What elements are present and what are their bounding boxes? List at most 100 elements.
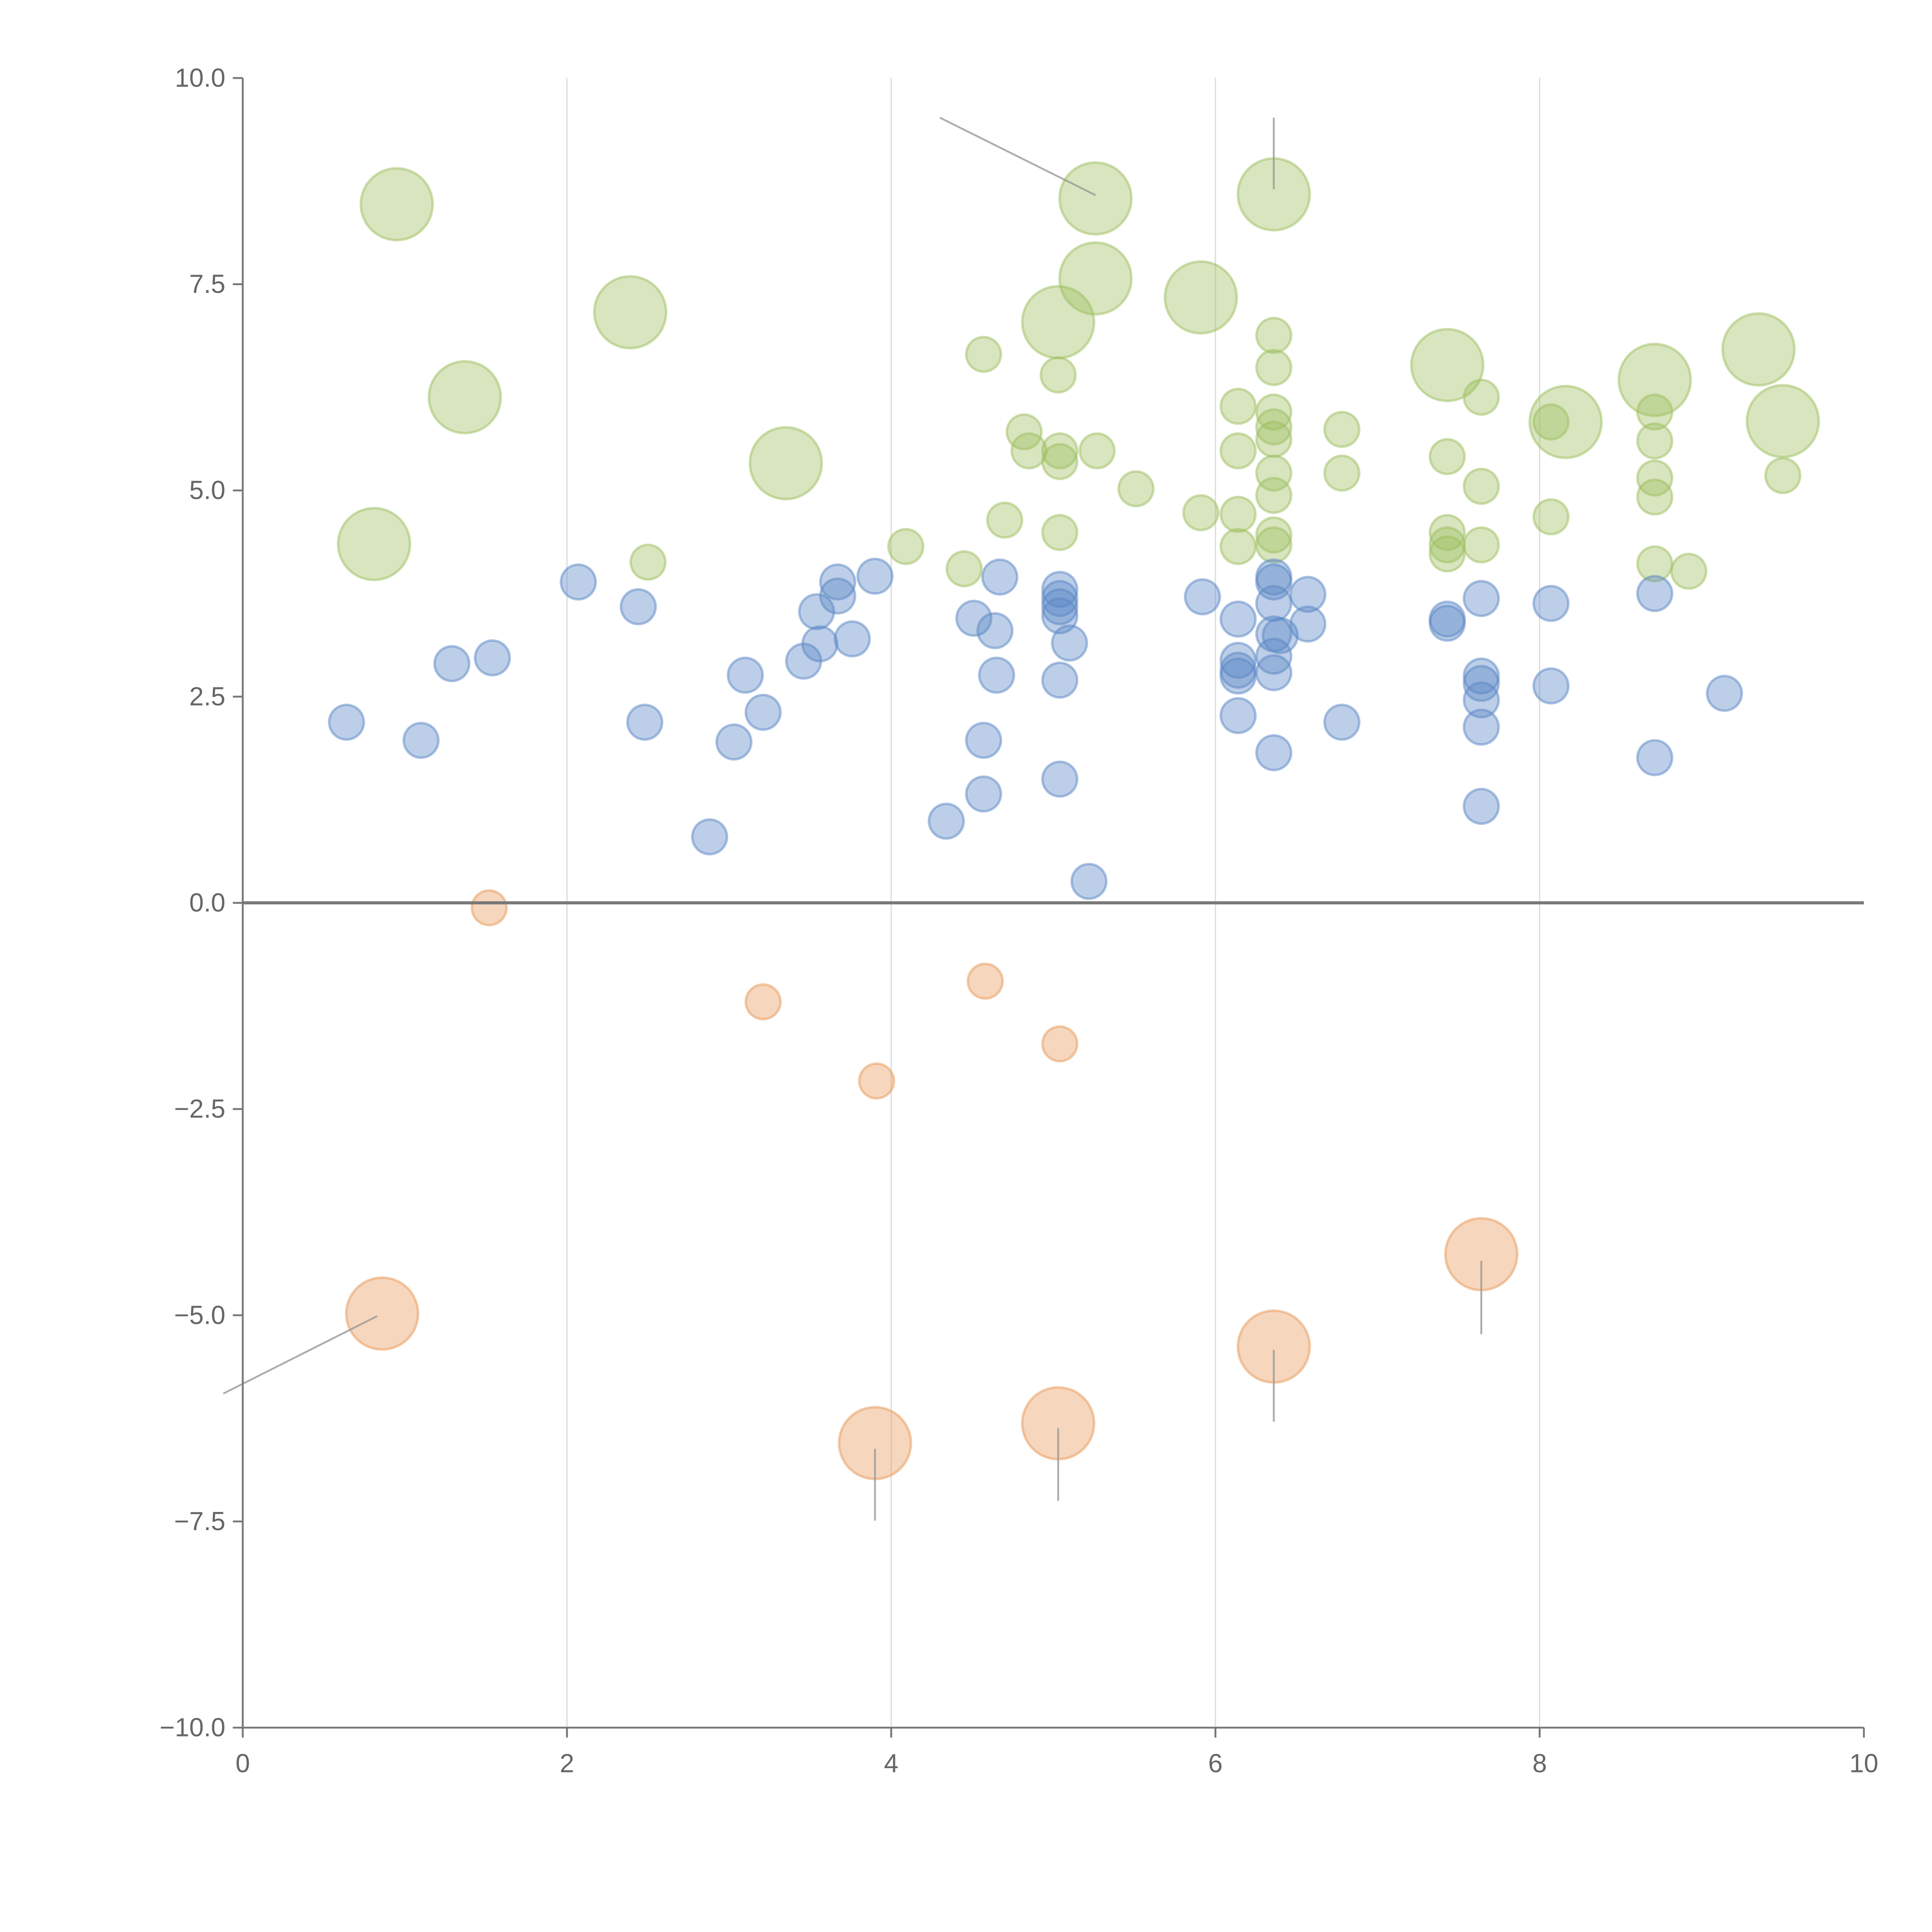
blue-point [1532, 585, 1570, 622]
green-point [1636, 422, 1673, 460]
green-point [1636, 478, 1673, 516]
blue-point [976, 612, 1014, 650]
green-point [1323, 454, 1361, 492]
blue-point [1463, 681, 1500, 719]
green-point [1182, 494, 1219, 531]
green-point [748, 426, 823, 500]
blue-point [1463, 580, 1500, 617]
blue-point [715, 723, 753, 761]
blue-point [1323, 703, 1361, 741]
green-point [1078, 432, 1116, 469]
leader-line [939, 117, 1096, 196]
blue-point [1219, 657, 1257, 695]
x-tick-label: 8 [1532, 1749, 1547, 1778]
green-point [1058, 161, 1133, 236]
blue-point [1219, 600, 1257, 638]
blue-point [978, 656, 1015, 694]
green-point [1636, 459, 1673, 497]
green-point [593, 275, 668, 350]
green-point [629, 543, 667, 581]
orange-point [1041, 1025, 1078, 1063]
x-tick-label: 2 [560, 1749, 574, 1778]
blue-point [856, 558, 894, 595]
green-point [1010, 432, 1048, 469]
green-point [1463, 378, 1500, 416]
green-point [1255, 476, 1293, 514]
green-point [1255, 420, 1293, 458]
y-tick-label: 7.5 [189, 270, 226, 299]
green-point [1410, 328, 1485, 402]
green-point [986, 502, 1024, 539]
green-point [1255, 316, 1293, 354]
blue-point [402, 721, 440, 759]
green-point [946, 550, 983, 588]
green-point [1532, 498, 1570, 536]
orange-point [470, 889, 508, 927]
blue-point [1184, 578, 1221, 616]
green-point [1255, 454, 1293, 492]
green-point [1219, 528, 1257, 565]
green-point [1532, 403, 1570, 441]
y-tick-label: −2.5 [174, 1095, 225, 1124]
blue-point [819, 563, 857, 601]
green-point [1219, 496, 1257, 533]
x-tick-label: 10 [1849, 1749, 1878, 1778]
x-tick-label: 4 [884, 1749, 898, 1778]
green-point [965, 335, 1002, 373]
green-point [1021, 285, 1095, 359]
green-point [1764, 457, 1802, 494]
green-point [1721, 312, 1796, 387]
blue-point [1706, 675, 1743, 712]
blue-point [1255, 563, 1293, 601]
blue-point [691, 818, 728, 855]
blue-point [1636, 739, 1673, 776]
green-point [1463, 526, 1500, 564]
y-tick-label: −5.0 [174, 1301, 225, 1330]
blue-point [1051, 624, 1088, 662]
green-point [1041, 514, 1078, 551]
blue-point [798, 593, 835, 631]
y-tick-label: 5.0 [189, 476, 226, 505]
green-point [1255, 393, 1293, 431]
blue-point [819, 577, 857, 615]
blue-point [1255, 654, 1293, 692]
blue-point [1532, 667, 1570, 705]
green-point [1636, 393, 1673, 431]
orange-point [966, 963, 1004, 1000]
blue-point [619, 588, 657, 626]
y-tick-label: −10.0 [160, 1713, 225, 1742]
green-point [1617, 343, 1692, 417]
blue-point [981, 558, 1019, 596]
green-point [359, 167, 434, 242]
axes: 0 2 4 6 8 10 10.0 7.5 5.0 2.5 0.0 −2.5 −5.0 −7.5 −10.0 [160, 63, 1878, 1778]
blue-point [626, 703, 663, 741]
green-point [427, 360, 502, 435]
green-point [1219, 388, 1257, 425]
y-tick-label: 0.0 [189, 888, 226, 917]
green-point [887, 528, 925, 565]
green-point [337, 507, 412, 582]
green-point [1429, 514, 1466, 551]
green-point [1429, 438, 1466, 475]
orange-point [858, 1062, 895, 1100]
blue-point [1289, 576, 1327, 613]
blue-point [1636, 575, 1673, 612]
green-point [1041, 443, 1078, 480]
blue-point [927, 803, 965, 840]
blue-point [1041, 597, 1078, 634]
x-tick-label: 0 [235, 1749, 250, 1778]
leader-lines [223, 117, 1482, 1521]
green-point [1255, 349, 1293, 386]
green-point [1255, 526, 1293, 564]
leader-line [223, 1315, 378, 1395]
green-point [1255, 516, 1293, 554]
blue-point [560, 563, 597, 601]
blue-point [1070, 862, 1108, 900]
y-tick-label: 10.0 [175, 63, 225, 92]
green-point [1323, 411, 1361, 448]
blue-point [1041, 760, 1078, 798]
blue-point [1463, 708, 1500, 746]
green-point [1041, 432, 1078, 469]
blue-point [965, 721, 1002, 759]
y-tick-label: 2.5 [189, 682, 226, 711]
